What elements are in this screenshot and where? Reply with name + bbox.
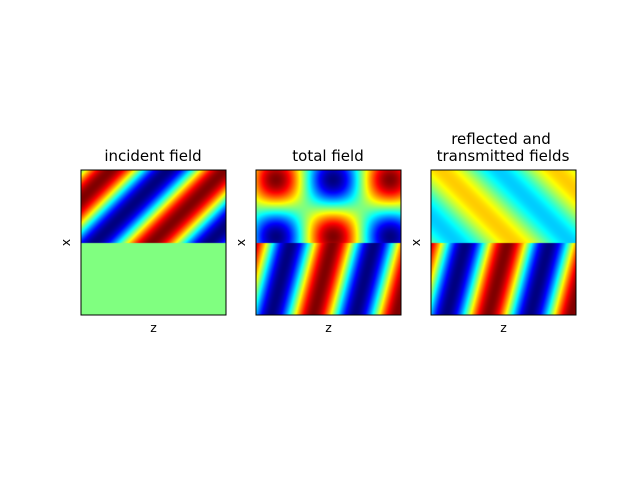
- field-heatmap-total: [256, 170, 401, 315]
- panel-reflected-transmitted-fields: reflected and transmitted fields z x: [408, 130, 577, 335]
- x-axis-label: z: [500, 320, 507, 335]
- panel-title: total field: [292, 147, 363, 165]
- axes-frame: [255, 169, 402, 316]
- panel-title-line-2: transmitted fields: [437, 147, 570, 165]
- y-axis-label: x: [408, 239, 423, 246]
- axes-frame: [80, 169, 227, 316]
- field-heatmap-incident: [81, 170, 226, 315]
- panel-incident-field: incident field z x: [58, 147, 227, 335]
- y-axis-label: x: [58, 239, 73, 246]
- panel-title: incident field: [104, 147, 201, 165]
- axes-frame: [430, 169, 577, 316]
- x-axis-label: z: [325, 320, 332, 335]
- x-axis-label: z: [150, 320, 157, 335]
- field-heatmap-reflected-transmitted: [431, 170, 576, 315]
- panel-title-line-1: reflected and: [451, 130, 551, 148]
- y-axis-label: x: [233, 239, 248, 246]
- panel-total-field: total field z x: [233, 147, 402, 335]
